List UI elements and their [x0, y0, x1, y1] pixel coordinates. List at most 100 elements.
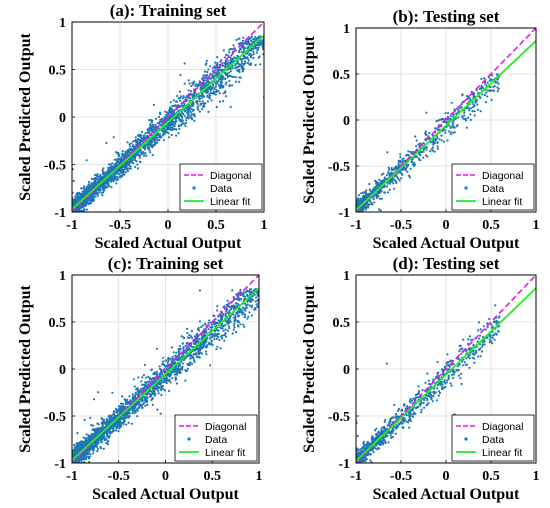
data-point: [213, 90, 216, 94]
data-point: [368, 188, 371, 191]
data-point: [226, 74, 229, 77]
data-point: [176, 116, 179, 120]
data-point: [469, 113, 472, 116]
data-point: [378, 182, 382, 185]
data-point: [496, 90, 499, 93]
data-point: [257, 43, 260, 46]
data-point: [228, 74, 231, 77]
y-tick-label: 0.5: [49, 64, 67, 79]
data-point: [183, 114, 186, 117]
data-point: [186, 114, 190, 117]
data-point: [172, 351, 175, 354]
data-point: [426, 155, 429, 158]
data-point: [476, 103, 479, 106]
data-point: [149, 128, 152, 131]
data-point: [441, 129, 445, 132]
data-point: [224, 56, 227, 59]
data-point: [175, 128, 178, 131]
data-point: [149, 151, 152, 154]
data-point: [388, 168, 391, 171]
data-point: [116, 178, 119, 181]
data-point: [171, 128, 174, 131]
y-axis-label: Scaled Predicted Output: [301, 35, 318, 203]
data-point: [241, 313, 244, 316]
data-point: [207, 322, 210, 325]
data-point: [432, 143, 435, 146]
y-tick-label: -0.5: [328, 160, 350, 175]
data-point: [239, 42, 242, 45]
data-point: [97, 391, 100, 394]
legend-data-swatch: [192, 186, 196, 190]
data-point: [202, 77, 205, 80]
data-point: [198, 80, 201, 83]
data-point: [173, 105, 176, 108]
data-point: [178, 124, 181, 127]
y-tick-label: 0.5: [333, 68, 351, 83]
data-point: [178, 344, 181, 348]
data-point: [170, 133, 173, 137]
data-point: [166, 126, 169, 129]
data-point: [85, 208, 88, 211]
data-point: [486, 81, 489, 84]
data-point: [461, 115, 464, 118]
data-point: [215, 90, 218, 93]
data-point: [201, 87, 204, 90]
data-point: [152, 103, 155, 106]
data-point: [463, 114, 466, 117]
data-point: [172, 99, 175, 102]
data-point: [136, 163, 139, 166]
data-point: [373, 189, 376, 192]
data-point: [252, 50, 255, 54]
data-point: [177, 132, 180, 135]
data-point: [422, 156, 425, 159]
data-point: [209, 77, 212, 80]
data-point: [85, 159, 88, 162]
data-point: [471, 110, 474, 113]
data-point: [121, 172, 124, 175]
data-point: [440, 117, 443, 121]
data-point: [152, 137, 155, 140]
data-point: [390, 166, 393, 170]
data-point: [126, 168, 129, 171]
data-point: [466, 94, 469, 98]
data-point: [150, 398, 153, 402]
data-point: [206, 95, 209, 98]
data-point: [83, 187, 86, 191]
data-point: [179, 95, 183, 98]
data-point: [401, 168, 404, 171]
data-point: [164, 110, 167, 113]
data-point: [467, 116, 470, 119]
data-point: [473, 114, 476, 117]
data-point: [243, 49, 246, 53]
data-point: [255, 46, 258, 50]
data-point: [143, 134, 146, 137]
data-point: [401, 160, 404, 163]
data-point: [132, 144, 135, 147]
data-point: [207, 68, 210, 71]
data-point: [142, 146, 145, 149]
data-point: [217, 80, 220, 83]
data-point: [235, 57, 238, 60]
data-point: [363, 198, 366, 201]
y-tick-label: 0: [343, 114, 350, 129]
data-point: [148, 130, 151, 133]
data-point: [186, 109, 189, 112]
data-point: [100, 178, 103, 181]
data-point: [222, 313, 225, 316]
data-point: [436, 136, 439, 139]
x-tick-label: 0.5: [207, 218, 225, 233]
data-point: [433, 150, 436, 153]
data-point: [162, 139, 165, 142]
data-point: [87, 186, 90, 189]
data-point: [201, 324, 204, 327]
data-point: [179, 73, 182, 76]
data-point: [188, 106, 191, 109]
data-point: [452, 125, 455, 128]
data-point: [495, 73, 498, 76]
data-point: [84, 203, 87, 206]
data-point: [406, 170, 409, 173]
data-point: [97, 180, 100, 183]
data-point: [231, 48, 234, 51]
